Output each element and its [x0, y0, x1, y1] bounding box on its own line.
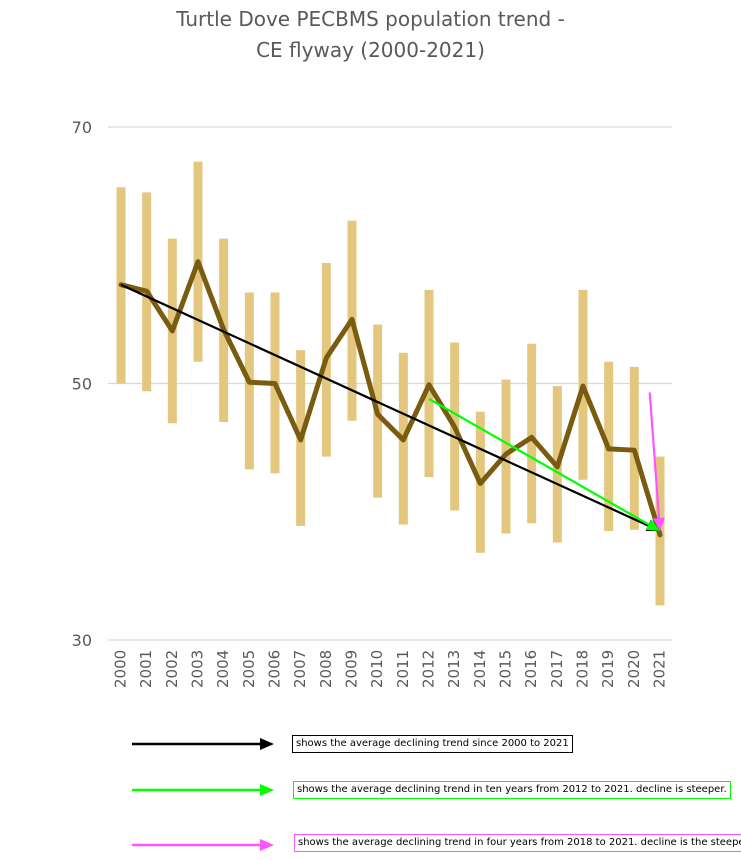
data-point-2013 [452, 425, 457, 430]
data-point-2020 [632, 448, 637, 453]
x-tick-label-2001: 2001 [137, 650, 155, 688]
chart-title-line-1: Turtle Dove PECBMS population trend - [176, 7, 565, 31]
chart-plot: 70 50 30 2000 2001 2002 2003 2004 2005 2006 2007 20… [72, 118, 672, 688]
trend-line-2000-2021 [120, 283, 649, 527]
series-line [118, 259, 663, 538]
data-point-2018 [581, 384, 585, 389]
y-tick-label-30: 30 [72, 631, 92, 650]
data-point-2017 [555, 464, 560, 469]
data-point-2006 [273, 381, 277, 386]
chart-title-line-2: CE flyway (2000-2021) [256, 38, 485, 62]
y-tick-label-50: 50 [72, 375, 92, 394]
legend-arrow-black-icon [132, 738, 274, 750]
x-tick-label-2003: 2003 [189, 650, 207, 688]
trend-line-2012-2021 [428, 397, 650, 526]
legend-row-all-years: shows the average declining trend since … [0, 732, 741, 756]
data-point-2011 [401, 437, 406, 442]
x-tick-label-2000: 2000 [112, 650, 130, 688]
y-tick-label-70: 70 [72, 118, 92, 137]
x-tick-label-2018: 2018 [574, 650, 592, 688]
x-tick-label-2006: 2006 [266, 650, 284, 688]
x-tick-label-2010: 2010 [368, 650, 386, 688]
legend-text-all-years: shows the average declining trend since … [292, 735, 573, 753]
trend-arrowhead-2012-2021 [645, 519, 660, 531]
trend-arrowhead-2018-2021 [653, 517, 666, 531]
data-point-2003 [196, 259, 200, 264]
x-tick-label-2005: 2005 [240, 650, 258, 688]
legend-text-four-years: shows the average declining trend in fou… [294, 834, 741, 852]
legend-row-four-years: shows the average declining trend in fou… [0, 833, 741, 857]
data-point-2021 [658, 532, 662, 537]
x-tick-label-2012: 2012 [420, 650, 438, 688]
x-tick-label-2020: 2020 [625, 650, 643, 688]
x-tick-label-2016: 2016 [522, 650, 540, 688]
data-point-2016 [529, 435, 534, 440]
legend-row-ten-years: shows the average declining trend in ten… [0, 778, 741, 802]
data-point-2009 [350, 317, 354, 322]
legend-arrow-magenta-icon [132, 839, 274, 851]
data-point-2010 [375, 412, 380, 417]
x-tick-label-2013: 2013 [445, 650, 463, 688]
legend-arrow-green-icon [132, 784, 274, 796]
x-tick-label-2017: 2017 [548, 650, 566, 688]
data-point-2012 [427, 382, 431, 387]
x-tick-label-2008: 2008 [317, 650, 335, 688]
x-tick-label-2021: 2021 [651, 650, 669, 688]
trend-line-2018-2021 [648, 392, 661, 519]
legend-text-ten-years: shows the average declining trend in ten… [293, 781, 731, 799]
data-point-2008 [324, 355, 329, 360]
chart-title: Turtle Dove PECBMS population trend - CE… [0, 4, 741, 66]
x-tick-label-2014: 2014 [471, 650, 489, 688]
x-tick-label-2007: 2007 [291, 650, 309, 688]
data-point-2002 [170, 328, 175, 333]
x-tick-label-2004: 2004 [214, 650, 232, 688]
x-tick-label-2019: 2019 [599, 650, 617, 688]
data-point-2015 [504, 452, 508, 457]
x-tick-label-2015: 2015 [497, 650, 515, 688]
data-point-2019 [606, 446, 611, 451]
x-tick-label-2009: 2009 [343, 650, 361, 688]
data-point-2005 [247, 380, 252, 385]
data-point-2007 [298, 437, 303, 442]
data-point-2014 [478, 481, 483, 486]
x-tick-label-2002: 2002 [163, 650, 181, 688]
x-tick-label-2011: 2011 [394, 650, 412, 688]
data-point-2001 [144, 289, 149, 294]
